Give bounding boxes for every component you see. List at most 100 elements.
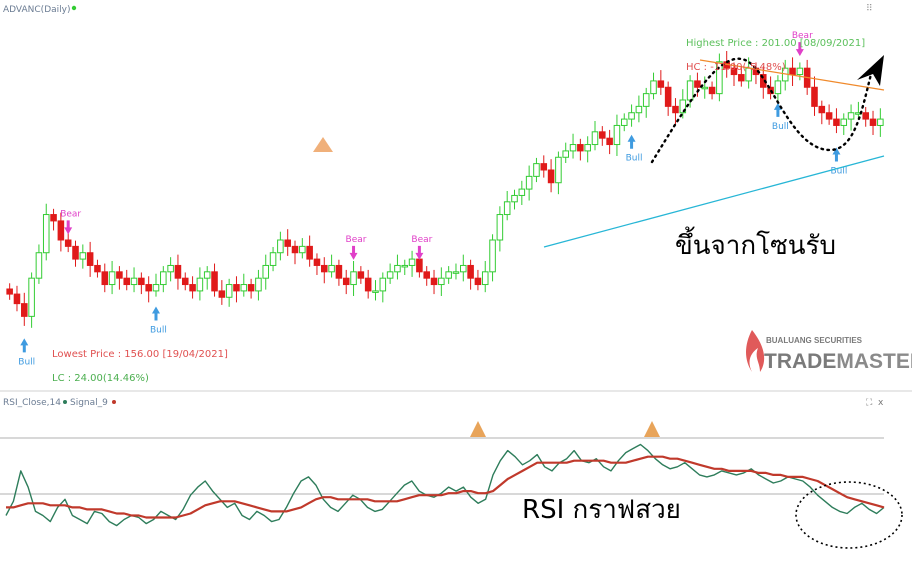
rsi-lines (5, 443, 885, 527)
candle-body (42, 214, 50, 254)
candle-body (635, 105, 643, 114)
candle-body (694, 80, 701, 88)
candle-body (342, 277, 350, 286)
rsi-peak-marker-icon (644, 421, 660, 437)
candle-body (496, 214, 504, 241)
candle-body (130, 277, 138, 286)
candle-body (108, 271, 116, 286)
candle-body (284, 239, 291, 247)
candle-body (796, 67, 804, 76)
bull-arrow-icon (151, 306, 160, 321)
candle-body (562, 150, 570, 158)
candle-body (481, 271, 489, 286)
chart-title-status-dot (71, 5, 77, 11)
support-trendline (543, 155, 885, 248)
candle-body (57, 220, 65, 241)
candle-body (6, 288, 13, 295)
bear-arrow-icon (64, 220, 73, 235)
candle-body (372, 290, 379, 293)
candle-body (123, 277, 131, 286)
candle-body (672, 105, 679, 114)
candle-body (35, 252, 43, 279)
candle-body (789, 67, 796, 76)
candle-body (160, 271, 167, 286)
resistance-trendline (699, 59, 885, 91)
candle-body (401, 264, 409, 268)
candle-body (225, 284, 233, 298)
candle-body (540, 163, 548, 171)
candle-body (686, 80, 694, 101)
lowest-price-label: Lowest Price : 156.00 [19/04/2021] (52, 349, 228, 360)
candle-body (701, 86, 709, 90)
candle-body (13, 293, 21, 305)
candle-body (174, 264, 182, 279)
candle-body (262, 264, 270, 279)
highest-price-label: Highest Price : 201.00 [08/09/2021] (686, 38, 865, 49)
candle-body (833, 118, 840, 126)
rsi-signal-title: Signal_9 (70, 398, 108, 408)
candle-body (320, 264, 328, 273)
candle-body (218, 290, 226, 298)
candle-body (577, 144, 584, 152)
candle-body (181, 277, 189, 286)
rsi-close-icon[interactable]: x (878, 398, 884, 408)
bull-label: Bull (772, 122, 789, 132)
candle-body (50, 214, 57, 222)
candle-body (474, 277, 482, 286)
logo-company: BUALUANG SECURITIES (766, 336, 863, 345)
bull-arrow-icon (20, 338, 29, 353)
candle-body (350, 271, 357, 286)
candle-body (613, 124, 621, 146)
candle-body (825, 112, 833, 120)
candle-body (86, 252, 94, 266)
bull-arrow-icon (773, 102, 782, 117)
candle-body (503, 201, 511, 216)
candle-body (116, 271, 123, 279)
rsi-series-dot (63, 400, 67, 404)
candle-body (306, 245, 313, 260)
rsi-highlight-ellipse (795, 481, 903, 549)
candle-body (430, 277, 438, 286)
bear-arrow-icon (795, 42, 804, 57)
signal-markers: Bull Bull Bull Bull Bull Bear Bear Bear Bear (18, 31, 847, 367)
candle-body (840, 118, 848, 126)
projection-arrow-icon (857, 55, 884, 86)
bull-label: Bull (150, 326, 167, 336)
candle-body (328, 264, 335, 273)
signal-series-dot (112, 400, 116, 404)
bull-label: Bull (626, 154, 643, 164)
candle-body (277, 239, 284, 254)
candle-body (664, 86, 672, 107)
bull-arrow-icon (627, 134, 636, 149)
candle-body (533, 163, 540, 177)
lc-label: LC : 24.00(14.46%) (52, 373, 149, 384)
candle-body (291, 245, 299, 254)
bear-label: Bear (60, 209, 81, 219)
bull-label: Bull (830, 166, 847, 176)
bull-arrow-icon (832, 147, 841, 162)
candle-body (94, 264, 101, 273)
flame-logo-icon (746, 330, 765, 372)
candle-body (203, 271, 211, 279)
projection-path (650, 57, 874, 164)
rsi-expand-icon[interactable]: ⛶ (865, 397, 873, 408)
candle-body (774, 80, 782, 95)
candle-body (28, 277, 35, 317)
expand-icon[interactable]: ⠿ (866, 3, 873, 14)
candle-body (642, 93, 650, 107)
candle-body (606, 137, 613, 146)
candle-body (211, 271, 218, 292)
candle-body (416, 258, 423, 273)
candle-body (313, 258, 321, 266)
candle-body (620, 118, 628, 126)
candle-body (101, 271, 109, 286)
candle-body (72, 245, 79, 260)
candle-body (847, 112, 855, 120)
candle-body (628, 112, 635, 120)
candle-body (379, 277, 387, 292)
candle-body (708, 86, 716, 95)
candle-body (591, 131, 599, 146)
candle-body (818, 105, 826, 114)
